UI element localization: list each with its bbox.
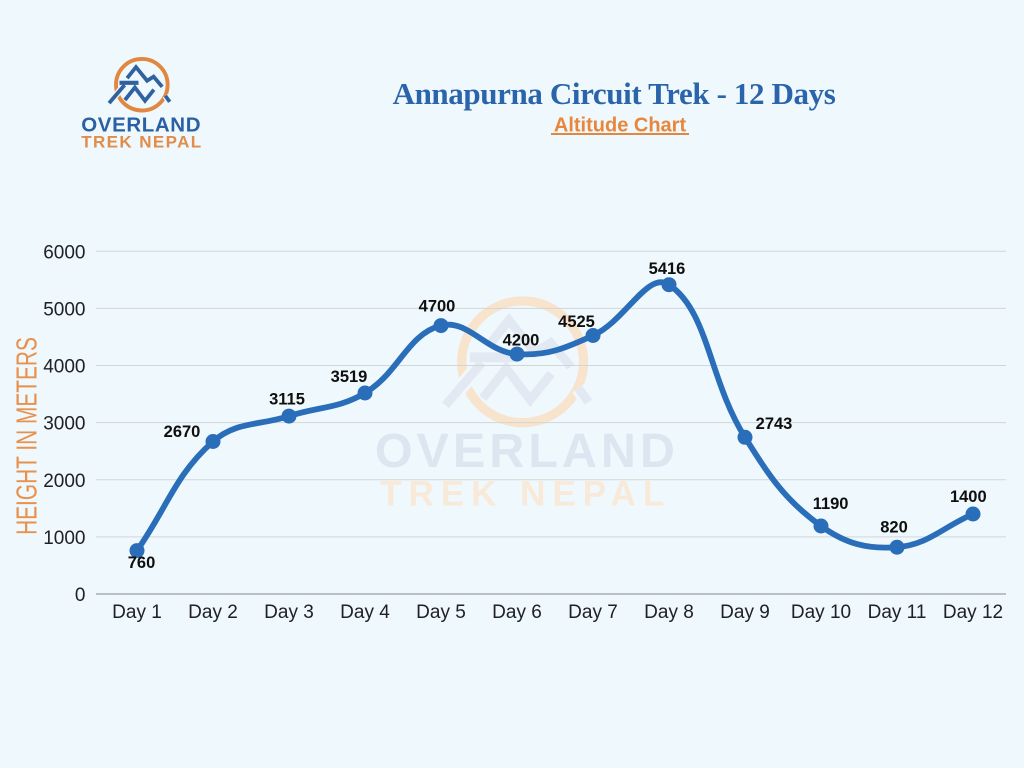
- svg-text:2743: 2743: [756, 415, 793, 433]
- svg-text:0: 0: [75, 585, 86, 606]
- svg-text:820: 820: [880, 519, 908, 537]
- svg-text:Day 11: Day 11: [868, 602, 927, 623]
- svg-text:TREK NEPAL: TREK NEPAL: [380, 474, 671, 513]
- svg-text:Day 9: Day 9: [720, 602, 770, 623]
- svg-text:Annapurna Circuit Trek - 12 Da: Annapurna Circuit Trek - 12 Days: [393, 76, 836, 111]
- svg-text:1000: 1000: [43, 528, 85, 549]
- svg-text:Day 6: Day 6: [492, 602, 542, 623]
- svg-text:760: 760: [128, 554, 156, 572]
- svg-text:1400: 1400: [950, 488, 987, 506]
- svg-text:Day 3: Day 3: [264, 602, 314, 623]
- svg-text:OVERLAND: OVERLAND: [81, 113, 201, 136]
- svg-text:2670: 2670: [164, 423, 201, 441]
- svg-text:5000: 5000: [43, 299, 85, 320]
- svg-text:OVERLAND: OVERLAND: [375, 424, 679, 478]
- svg-text:HEIGHT IN METERS: HEIGHT IN METERS: [11, 337, 43, 535]
- svg-text:Day 5: Day 5: [416, 602, 466, 623]
- svg-text:4200: 4200: [503, 331, 540, 349]
- svg-text:4525: 4525: [558, 313, 595, 331]
- svg-text:1190: 1190: [813, 495, 849, 513]
- svg-text:Day 1: Day 1: [112, 602, 162, 623]
- svg-text:TREK NEPAL: TREK NEPAL: [81, 133, 202, 152]
- svg-text:Day 4: Day 4: [340, 602, 390, 623]
- svg-text:3519: 3519: [331, 368, 368, 386]
- svg-text:Day 7: Day 7: [568, 602, 618, 623]
- svg-text:Day 12: Day 12: [943, 602, 1003, 623]
- svg-text:6000: 6000: [43, 242, 85, 263]
- svg-text:5416: 5416: [649, 260, 686, 278]
- svg-text:3000: 3000: [43, 414, 85, 435]
- svg-text:4000: 4000: [43, 357, 85, 378]
- svg-text:Day 8: Day 8: [644, 602, 694, 623]
- svg-text:4700: 4700: [419, 298, 456, 316]
- svg-text:2000: 2000: [43, 471, 85, 492]
- svg-text:Altitude Chart: Altitude Chart: [554, 115, 687, 137]
- svg-text:3115: 3115: [269, 391, 305, 409]
- svg-text:Day 2: Day 2: [188, 602, 238, 623]
- svg-text:Day 10: Day 10: [791, 602, 851, 623]
